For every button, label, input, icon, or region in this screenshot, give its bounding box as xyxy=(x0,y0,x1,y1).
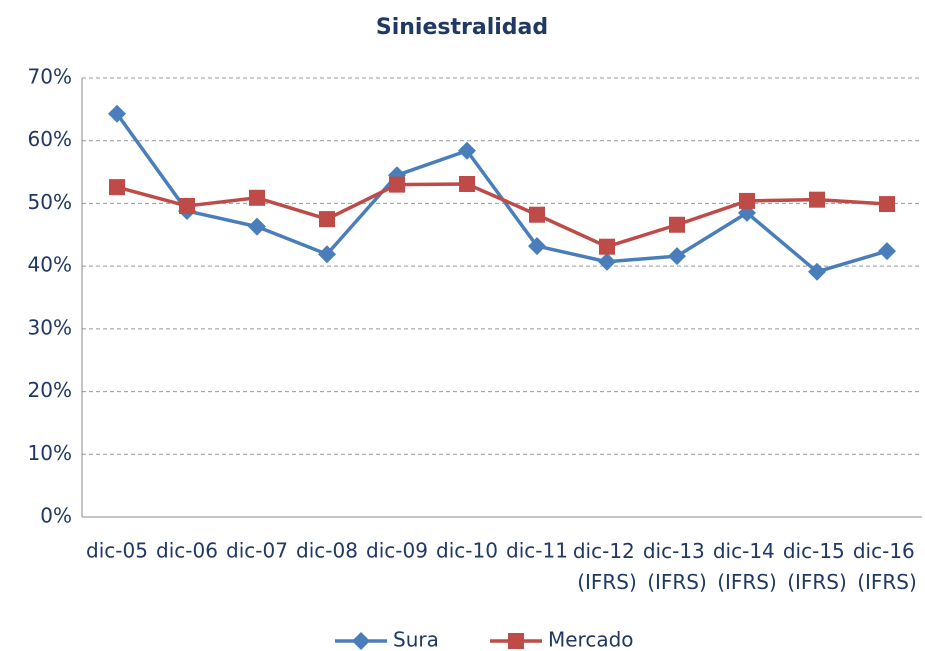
x-tick-label: dic-05 xyxy=(86,539,148,563)
marker xyxy=(459,175,475,192)
marker xyxy=(668,247,686,266)
y-tick-label: 20% xyxy=(28,378,72,402)
marker xyxy=(318,245,336,264)
marker xyxy=(529,206,545,223)
y-tick-label: 10% xyxy=(28,441,72,465)
x-tick-label: dic-07 xyxy=(226,539,288,563)
legend-label: Sura xyxy=(393,628,439,651)
series-line xyxy=(116,182,888,249)
marker xyxy=(108,104,126,123)
x-tick-label: dic-08 xyxy=(296,539,358,563)
marker xyxy=(669,216,685,233)
marker xyxy=(528,237,546,256)
x-tick-label: dic-06 xyxy=(156,539,218,563)
y-tick-label: 60% xyxy=(28,127,72,151)
y-tick-label: 30% xyxy=(28,315,72,339)
marker xyxy=(879,196,895,213)
legend-marker xyxy=(352,632,370,650)
legend-label: Mercado xyxy=(548,628,634,651)
x-tick-label: dic-12 (IFRS) xyxy=(573,539,641,594)
legend-marker xyxy=(508,633,524,649)
marker xyxy=(598,252,616,271)
x-tick-label: dic-13 (IFRS) xyxy=(643,539,711,594)
marker xyxy=(179,197,195,214)
marker xyxy=(809,191,825,208)
marker xyxy=(599,238,615,255)
marker xyxy=(109,179,125,196)
marker xyxy=(808,262,826,281)
marker xyxy=(739,192,755,209)
x-tick-label: dic-14 (IFRS) xyxy=(713,539,781,594)
marker xyxy=(319,211,335,228)
x-tick-label: dic-11 xyxy=(506,539,568,563)
y-tick-label: 40% xyxy=(28,253,72,277)
marker xyxy=(389,176,405,193)
series-line xyxy=(115,112,888,274)
marker xyxy=(458,141,476,160)
marker xyxy=(878,242,896,261)
marker xyxy=(248,217,266,236)
marker xyxy=(249,189,265,206)
x-tick-label: dic-10 xyxy=(436,539,498,563)
chart-title: Siniestralidad xyxy=(376,15,548,40)
x-tick-label: dic-15 (IFRS) xyxy=(783,539,851,594)
x-tick-label: dic-09 xyxy=(366,539,428,563)
y-tick-label: 0% xyxy=(40,504,72,528)
y-tick-label: 70% xyxy=(28,65,72,89)
x-tick-label: dic-16 (IFRS) xyxy=(853,539,921,594)
y-tick-label: 50% xyxy=(28,190,72,214)
